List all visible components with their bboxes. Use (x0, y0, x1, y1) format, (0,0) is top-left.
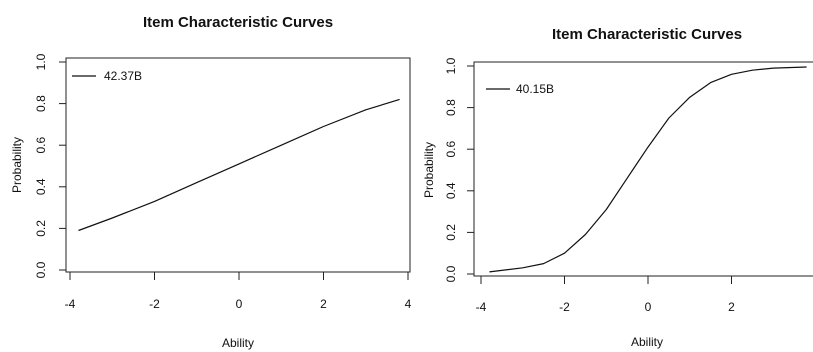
y-tick-label: 0.8 (34, 95, 48, 112)
y-tick-label: 0.6 (444, 141, 458, 158)
y-tick-label: 0.4 (444, 182, 458, 199)
x-tick-label: 4 (405, 297, 412, 311)
y-tick-label: 0.2 (34, 220, 48, 237)
y-tick-label: 0.8 (444, 99, 458, 116)
y-axis-ticks: 0.0 0.2 0.4 0.6 0.8 1.0 (34, 53, 66, 278)
chart-panel-right: Item Characteristic Curves Ability Proba… (422, 26, 813, 349)
y-axis-label: Probability (422, 142, 436, 198)
x-tick-label: -2 (559, 300, 570, 314)
x-axis-label: Ability (222, 336, 254, 350)
x-tick-label: -2 (149, 297, 160, 311)
chart-panel-left: Item Characteristic Curves Ability Proba… (10, 14, 412, 350)
y-tick-label: 1.0 (444, 57, 458, 74)
y-tick-label: 0.4 (34, 178, 48, 195)
y-axis-label: Probability (10, 137, 24, 193)
series-layer (489, 66, 807, 273)
x-tick-label: 0 (645, 300, 652, 314)
x-axis-ticks: -4 -2 0 2 (476, 276, 735, 314)
y-tick-label: 0.2 (444, 224, 458, 241)
chart-title: Item Characteristic Curves (143, 14, 333, 31)
y-tick-label: 0.0 (34, 261, 48, 278)
series-line (78, 98, 400, 232)
series-layer (78, 98, 400, 232)
x-tick-label: -4 (65, 297, 76, 311)
legend-label: 40.15B (516, 82, 554, 96)
y-axis-ticks: 0.0 0.2 0.4 0.6 0.8 1.0 (444, 57, 474, 282)
legend: 42.37B (72, 69, 142, 83)
x-axis-label: Ability (631, 335, 663, 349)
chart-title: Item Characteristic Curves (552, 26, 742, 43)
plot-frame (65, 57, 411, 273)
legend: 40.15B (486, 82, 554, 96)
x-tick-label: 2 (728, 300, 735, 314)
plot-frame (473, 61, 813, 277)
series-line (489, 66, 807, 273)
y-tick-label: 1.0 (34, 53, 48, 70)
legend-label: 42.37B (104, 69, 142, 83)
x-tick-label: 0 (236, 297, 243, 311)
y-tick-label: 0.0 (444, 265, 458, 282)
x-tick-label: 2 (320, 297, 327, 311)
x-tick-label: -4 (476, 300, 487, 314)
y-tick-label: 0.6 (34, 137, 48, 154)
x-axis-ticks: -4 -2 0 2 4 (65, 272, 412, 311)
